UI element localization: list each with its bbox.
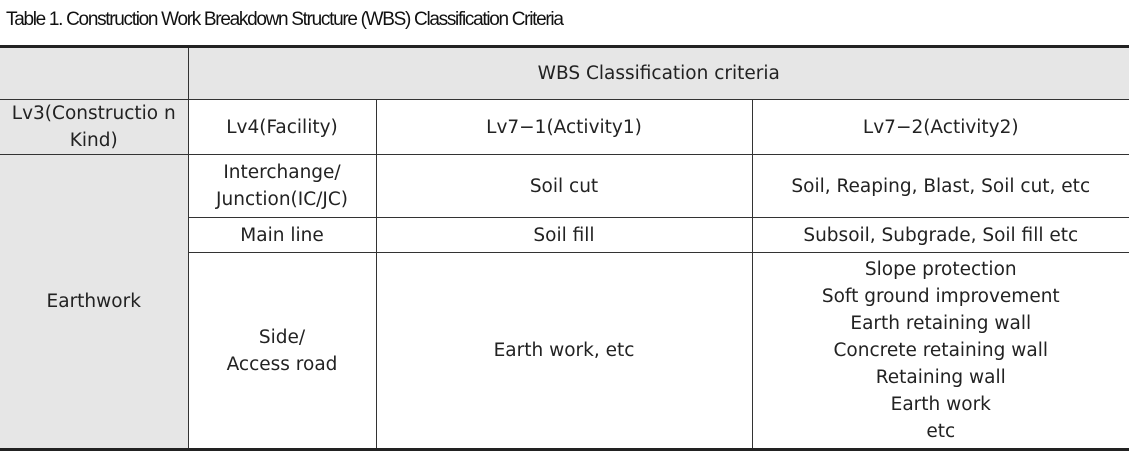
activity2-cell: Soil, Reaping, Blast, Soil cut, etc [751, 154, 1130, 218]
activity2-line: Soil, Reaping, Blast, Soil cut, etc [791, 175, 1091, 197]
header-row-group: WBS Classification criteria [0, 46, 1130, 100]
header-corner-cell [0, 46, 189, 100]
facility-line: Main line [240, 224, 324, 246]
activity2-line: Subsoil, Subgrade, Soil fill etc [803, 224, 1079, 246]
table-row: Earthwork Interchange/ Junction(IC/JC) S… [0, 154, 1130, 450]
header-lv4-facility: Lv4(Facility) [187, 99, 377, 155]
facility-cell: Side/ Access road [188, 252, 377, 450]
wbs-classification-table: WBS Classification criteria Lv3(Construc… [0, 45, 1130, 451]
table-row: Main line Soil fill Subsoil, Subgrade, S… [0, 217, 1130, 253]
header-row-columns: Lv3(Constructio n Kind) Lv4(Facility) Lv… [0, 99, 1130, 155]
activity1-cell: Soil fill [375, 217, 753, 253]
activity1-cell: Soil cut [375, 154, 753, 218]
facility-line: Access road [226, 353, 338, 375]
activity2-line: Slope protection [864, 259, 1017, 280]
header-lv3-construction-kind: Lv3(Constructio n Kind) [0, 99, 189, 155]
facility-line: Junction(IC/JC) [216, 189, 348, 210]
activity2-line: Concrete retaining wall [833, 340, 1049, 361]
header-wbs-criteria: WBS Classification criteria [187, 46, 1130, 100]
activity2-line: etc [926, 421, 956, 442]
facility-cell: Main line [188, 217, 377, 253]
facility-cell: Interchange/ Junction(IC/JC) [187, 154, 377, 218]
activity2-line: Soft ground improvement [821, 286, 1060, 307]
table-row: Side/ Access road Earth work, etc Slope … [0, 252, 1130, 450]
activity2-line: Earth retaining wall [850, 313, 1032, 334]
activity2-cell: Slope protection Soft ground improvement… [751, 252, 1130, 450]
activity2-line: Earth work [890, 394, 991, 415]
activity1-cell: Earth work, etc [375, 252, 753, 450]
header-lv7-1-activity1: Lv7−1(Activity1) [375, 99, 753, 155]
facility-line: Interchange/ [223, 162, 341, 183]
activity2-cell: Subsoil, Subgrade, Soil fill etc [751, 217, 1130, 253]
header-lv7-2-activity2: Lv7−2(Activity2) [751, 99, 1130, 155]
table-caption: Table 1. Construction Work Breakdown Str… [6, 9, 564, 30]
lv3-kind-cell: Earthwork [0, 154, 189, 450]
activity2-line: Retaining wall [875, 367, 1006, 388]
facility-line: Side/ [258, 326, 306, 348]
